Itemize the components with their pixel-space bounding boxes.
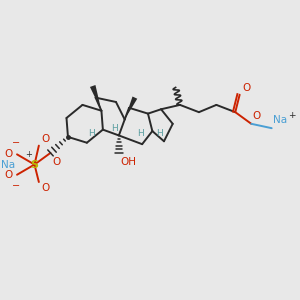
Text: −: − (11, 138, 20, 148)
Text: H: H (156, 130, 163, 139)
Text: O: O (253, 111, 261, 121)
Text: OH: OH (120, 157, 136, 167)
Text: H: H (137, 130, 144, 139)
Text: S: S (31, 160, 38, 170)
Text: −: − (11, 181, 20, 191)
Polygon shape (125, 97, 137, 119)
Text: +: + (288, 111, 295, 120)
Text: +: + (25, 150, 32, 159)
Text: H: H (111, 124, 118, 133)
Text: O: O (242, 83, 250, 93)
Text: O: O (53, 157, 61, 167)
Text: Na: Na (2, 160, 16, 170)
Text: O: O (4, 170, 13, 180)
Text: O: O (4, 149, 13, 159)
Text: O: O (41, 184, 50, 194)
Text: Na: Na (273, 115, 287, 125)
Text: H: H (88, 130, 94, 139)
Polygon shape (90, 85, 101, 111)
Text: O: O (41, 134, 50, 144)
